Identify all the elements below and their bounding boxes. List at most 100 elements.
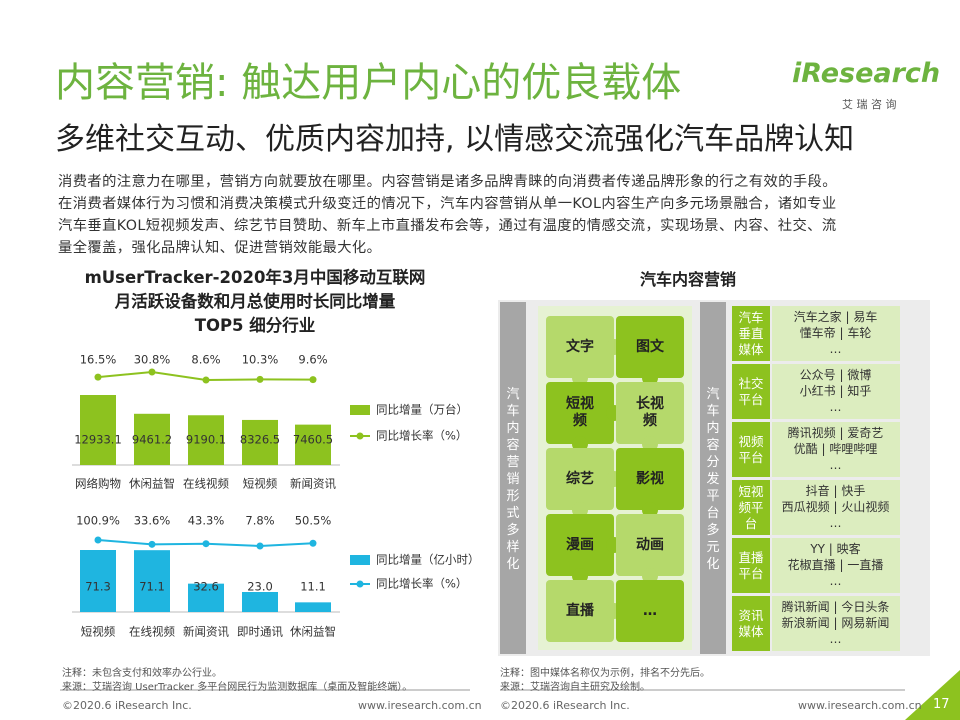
corner-triangle (905, 670, 960, 720)
category-label: 新闻资讯 (290, 477, 336, 491)
puzzle-label: 漫画 (566, 536, 594, 553)
platform-label: 社交平台 (738, 375, 764, 407)
platform-item: … (829, 400, 842, 414)
rate-label: 43.3% (188, 514, 225, 528)
platform-item: 优酷 | 哔哩哔哩 (793, 442, 878, 456)
left-column-text: 汽车内容营销形式多样化 (506, 387, 520, 572)
logo-cn: 艾 瑞 咨 询 (842, 98, 897, 111)
rate-label: 7.8% (245, 514, 274, 528)
platform-item: 小红书 | 知乎 (799, 384, 872, 398)
rate-marker (94, 536, 102, 544)
platform-label-bg (732, 364, 770, 419)
legend-label: 同比增长率（%） (376, 429, 467, 443)
rate-marker (202, 540, 210, 548)
bar (134, 413, 170, 465)
puzzle-piece (546, 382, 614, 444)
category-label: 网络购物 (75, 477, 121, 491)
footer-url: www.iresearch.com.cn (798, 699, 922, 712)
page-number: 17 (933, 697, 950, 712)
bar-label: 12933.1 (74, 433, 122, 447)
mid-column (700, 302, 726, 654)
footer-copyright: ©2020.6 iResearch Inc. (62, 699, 192, 712)
platform-item: 懂车帝 | 车轮 (799, 326, 872, 340)
note: 来源：艾瑞咨询自主研究及绘制。 (500, 682, 650, 693)
puzzle-label: 长视频 (636, 396, 664, 429)
category-label: 短视频 (81, 625, 116, 639)
chart-title: 月活跃设备数和月总使用时长同比增量 (114, 292, 396, 311)
rate-label: 9.6% (298, 353, 327, 367)
rate-marker (309, 376, 317, 384)
platform-label: 汽车垂直媒体 (738, 309, 764, 357)
puzzle-label: 直播 (566, 602, 594, 619)
left-column (500, 302, 526, 654)
puzzle-piece (546, 514, 614, 576)
rate-label: 8.6% (191, 353, 220, 367)
puzzle-piece (546, 580, 614, 642)
platform-item: 腾讯新闻 | 今日头条 (781, 600, 890, 614)
rate-marker (309, 539, 317, 547)
category-label: 在线视频 (129, 625, 175, 639)
intro-line: 量全覆盖，强化品牌认知、促进营销效能最大化。 (58, 240, 382, 256)
footer-url: www.iresearch.com.cn (358, 699, 482, 712)
logo: iResearch (792, 58, 941, 89)
puzzle-piece (616, 514, 684, 576)
platform-content-bg (772, 480, 900, 535)
bar-label: 32.6 (193, 580, 219, 594)
platform-content-bg (772, 596, 900, 651)
puzzle-piece (546, 316, 614, 378)
category-label: 休闲益智 (290, 625, 336, 639)
bar-label: 9461.2 (132, 433, 172, 447)
puzzle-label: 动画 (636, 536, 664, 553)
platform-label-bg (732, 306, 770, 361)
legend-swatch (350, 405, 370, 415)
rate-marker (256, 542, 264, 550)
rate-label: 33.6% (134, 514, 171, 528)
bar (242, 419, 278, 465)
rate-marker (94, 373, 102, 381)
platform-label-bg (732, 480, 770, 535)
bar-label: 9190.1 (186, 433, 226, 447)
platform-label: 短视频平台 (738, 483, 764, 531)
platform-label-bg (732, 538, 770, 593)
platform-label: 视频平台 (738, 433, 764, 465)
puzzle-label: 文字 (566, 338, 594, 355)
platform-item: … (829, 516, 842, 530)
intro-line: 汽车垂直KOL短视频发声、综艺节目赞助、新车上市直播发布会等，通过有温度的情感交… (58, 218, 837, 234)
category-label: 休闲益智 (129, 477, 175, 491)
platform-content-bg (772, 306, 900, 361)
footer-copyright: ©2020.6 iResearch Inc. (500, 699, 630, 712)
platform-item: … (829, 342, 842, 356)
platform-item: 公众号 | 微博 (799, 368, 872, 382)
platform-label-bg (732, 422, 770, 477)
bar (295, 424, 331, 465)
note: 注释：未包含支付和效率办公行业。 (62, 668, 222, 679)
puzzle-piece (616, 580, 684, 642)
puzzle-label: 图文 (636, 338, 664, 355)
bar (295, 602, 331, 612)
rate-label: 30.8% (134, 353, 171, 367)
note: 注释：图中媒体名称仅为示例，排名不分先后。 (500, 668, 710, 679)
bar-label: 71.1 (139, 580, 165, 594)
puzzle-label: … (643, 602, 657, 619)
legend-label: 同比增长率（%） (376, 577, 467, 591)
platform-label-bg (732, 596, 770, 651)
bar (80, 395, 116, 465)
platform-content-bg (772, 538, 900, 593)
bar (242, 592, 278, 612)
intro-line: 消费者的注意力在哪里，营销方向就要放在哪里。内容营销是诸多品牌青睐的向消费者传递… (58, 174, 837, 190)
diagram-title: 汽车内容营销 (640, 270, 737, 289)
rate-marker (148, 540, 156, 548)
bar (80, 550, 116, 612)
platform-item: … (829, 574, 842, 588)
rate-marker (202, 376, 210, 384)
platform-item: YY | 映客 (810, 542, 861, 556)
platform-item: 花椒直播 | 一直播 (787, 558, 884, 572)
platform-item: 抖音 | 快手 (805, 484, 866, 498)
puzzle-piece (616, 448, 684, 510)
charts: 12933.1 网络购物 9461.2 休闲益智 9190.1 在线视频 8326.5 短视频… (72, 353, 480, 639)
bar (188, 583, 224, 612)
bar (134, 550, 170, 612)
subtitle: 多维社交互动、优质内容加持, 以情感交流强化汽车品牌认知 (55, 122, 855, 157)
puzzle-piece (546, 448, 614, 510)
platform-content-bg (772, 422, 900, 477)
